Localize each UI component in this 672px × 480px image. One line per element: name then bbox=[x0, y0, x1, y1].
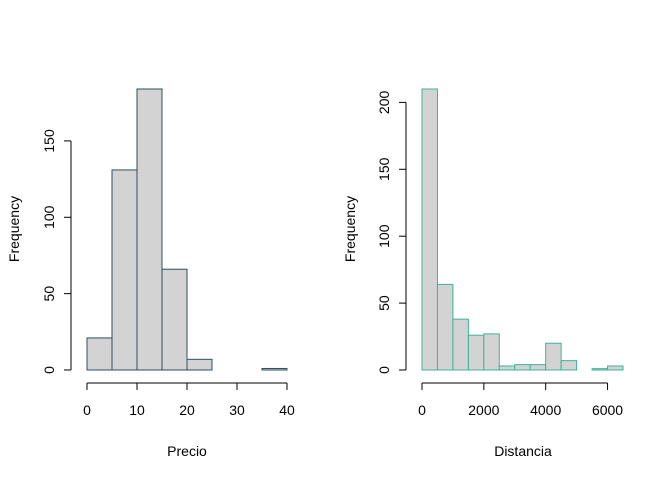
distancia-bars bbox=[421, 88, 624, 371]
distancia-y-axis-title: Frequency bbox=[342, 196, 358, 262]
distancia-bar bbox=[529, 364, 547, 371]
histogram-distancia: 0 2000 4000 6000 0 50 100 150 200 Distancia Fre… bbox=[342, 88, 624, 459]
precio-x-tick-label: 0 bbox=[83, 402, 91, 418]
precio-x-tick-label: 10 bbox=[129, 402, 145, 418]
histogram-precio: 0 10 20 30 40 0 50 100 150 Precio Frequency bbox=[6, 88, 295, 459]
distancia-bar bbox=[498, 365, 516, 371]
distancia-bar bbox=[607, 365, 624, 371]
precio-y-tick-label: 0 bbox=[41, 366, 57, 374]
precio-bar bbox=[161, 268, 188, 371]
distancia-bar bbox=[483, 333, 500, 371]
precio-bar bbox=[86, 337, 113, 371]
distancia-y-tick-label: 200 bbox=[376, 90, 392, 114]
precio-bars bbox=[86, 88, 288, 371]
precio-x-tick-label: 40 bbox=[279, 402, 295, 418]
distancia-x-tick-label: 4000 bbox=[530, 402, 561, 418]
distancia-bar bbox=[514, 364, 531, 371]
distancia-bar bbox=[452, 318, 469, 371]
distancia-bar bbox=[421, 88, 438, 371]
distancia-bar bbox=[436, 283, 454, 371]
precio-x-tick-label: 30 bbox=[229, 402, 245, 418]
precio-bar bbox=[111, 169, 138, 371]
distancia-y-axis: 0 50 100 150 200 bbox=[376, 90, 407, 374]
distancia-x-tick-label: 0 bbox=[418, 402, 426, 418]
distancia-y-tick-label: 100 bbox=[376, 224, 392, 248]
precio-x-axis-title: Precio bbox=[167, 443, 207, 459]
precio-y-axis: 0 50 100 150 bbox=[41, 129, 72, 374]
distancia-bar bbox=[560, 360, 578, 371]
precio-bar bbox=[261, 367, 288, 371]
precio-y-tick-label: 100 bbox=[41, 205, 57, 229]
distancia-x-tick-label: 2000 bbox=[468, 402, 499, 418]
distancia-x-axis: 0 2000 4000 6000 bbox=[418, 382, 623, 418]
precio-bar bbox=[186, 358, 213, 371]
precio-bar bbox=[136, 88, 163, 371]
distancia-bar bbox=[467, 334, 485, 371]
precio-y-tick-label: 150 bbox=[41, 129, 57, 153]
distancia-y-tick-label: 0 bbox=[376, 366, 392, 374]
precio-y-tick-label: 50 bbox=[41, 286, 57, 302]
distancia-bar bbox=[591, 368, 609, 371]
precio-x-axis: 0 10 20 30 40 bbox=[83, 382, 295, 418]
distancia-y-tick-label: 50 bbox=[376, 295, 392, 311]
distancia-y-tick-label: 150 bbox=[376, 157, 392, 181]
distancia-x-axis-title: Distancia bbox=[494, 443, 552, 459]
precio-y-axis-title: Frequency bbox=[6, 196, 22, 262]
distancia-x-tick-label: 6000 bbox=[592, 402, 623, 418]
precio-x-tick-label: 20 bbox=[179, 402, 195, 418]
distancia-bar bbox=[545, 342, 562, 371]
